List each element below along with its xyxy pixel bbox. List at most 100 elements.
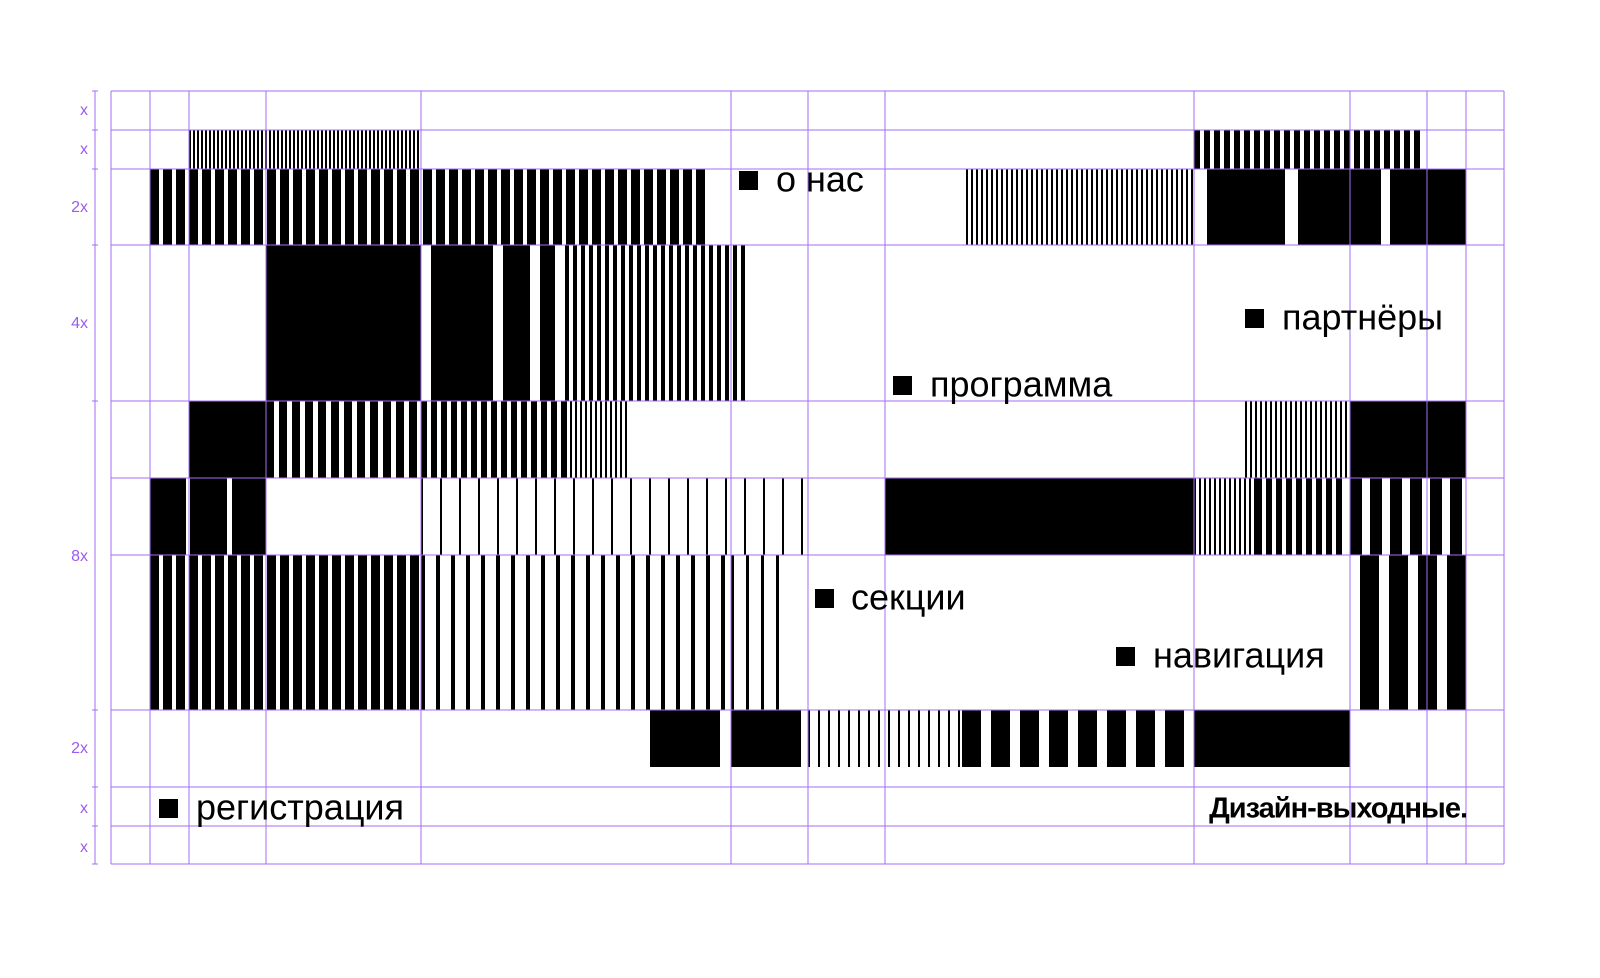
stripe [306, 555, 315, 710]
stripe [369, 130, 371, 169]
stripe [668, 478, 670, 555]
stripe [746, 555, 749, 710]
stripe [371, 555, 380, 710]
stripe [431, 401, 437, 478]
stripe [1404, 130, 1410, 169]
stripe [193, 130, 195, 169]
stripe [1384, 130, 1390, 169]
stripe [253, 130, 255, 169]
stripe [1344, 130, 1350, 169]
stripe [571, 555, 575, 710]
stripe [1016, 169, 1018, 245]
stripe [305, 130, 307, 169]
stripe [215, 555, 224, 710]
stripe [579, 169, 588, 245]
stripe [228, 169, 237, 245]
stripe [393, 130, 395, 169]
stripe [313, 130, 315, 169]
row-label: x [80, 800, 88, 817]
stripe [645, 245, 649, 401]
stripe [976, 169, 978, 245]
stripe [245, 130, 247, 169]
stripe [1204, 130, 1210, 169]
stripe [613, 245, 617, 401]
stripe [370, 401, 378, 478]
stripe [279, 401, 287, 478]
stripe [176, 555, 185, 710]
stripe [436, 169, 445, 245]
row-label: 8x [71, 548, 88, 565]
stripe [381, 130, 383, 169]
solid-block [189, 401, 266, 478]
stripe [150, 169, 159, 245]
stripe [541, 555, 545, 710]
stripe [384, 169, 393, 245]
stripe [269, 130, 271, 169]
stripe [888, 710, 890, 767]
stripe [1389, 555, 1408, 710]
stripe [573, 245, 577, 401]
stripe [625, 401, 627, 478]
stripe [1295, 401, 1297, 478]
stripe [1325, 401, 1327, 478]
stripe [848, 710, 850, 767]
stripe [461, 401, 467, 478]
stripe [319, 169, 328, 245]
stripe [586, 555, 590, 710]
stripe [551, 401, 557, 478]
stripe [305, 401, 313, 478]
stripe [573, 478, 575, 555]
stripe [1176, 169, 1178, 245]
stripe [1310, 401, 1312, 478]
nav-link[interactable]: о нас [776, 159, 864, 200]
stripe [1239, 478, 1241, 555]
stripe [958, 710, 960, 767]
stripe [421, 555, 425, 710]
stripe [600, 401, 602, 478]
stripe [616, 555, 620, 710]
stripe [466, 555, 470, 710]
stripe [878, 710, 880, 767]
stripe [273, 130, 275, 169]
stripe [1116, 169, 1118, 245]
stripe [383, 401, 391, 478]
solid-block [650, 710, 720, 767]
stripe [725, 245, 729, 401]
stripe [1296, 478, 1302, 555]
stripe [1254, 478, 1256, 555]
stripe [1166, 169, 1168, 245]
nav-link[interactable]: секции [851, 577, 966, 618]
stripe [349, 130, 351, 169]
stripe [221, 130, 223, 169]
nav-link[interactable]: партнёры [1282, 297, 1443, 338]
stripe [1224, 130, 1230, 169]
stripe [676, 555, 680, 710]
nav-link[interactable]: программа [930, 364, 1113, 405]
stripe [197, 130, 199, 169]
stripe [991, 169, 993, 245]
nav-link[interactable]: регистрация [196, 787, 404, 828]
stripe [630, 478, 632, 555]
solid-block [1194, 710, 1350, 767]
stripe [1256, 478, 1262, 555]
stripe [516, 478, 518, 555]
stripe [670, 169, 679, 245]
stripe [297, 130, 299, 169]
stripe [1330, 401, 1332, 478]
stripe [669, 245, 673, 401]
stripe [440, 478, 442, 555]
stripe [1051, 169, 1053, 245]
stripe [514, 169, 523, 245]
stripe [948, 710, 950, 767]
stripe [556, 555, 560, 710]
stripe [319, 555, 328, 710]
nav-link[interactable]: навигация [1153, 635, 1325, 676]
stripe [693, 245, 697, 401]
stripe [397, 169, 406, 245]
stripe [631, 169, 640, 245]
stripe [981, 169, 983, 245]
stripe [1275, 401, 1277, 478]
stripe [1390, 478, 1402, 555]
stripe [629, 245, 633, 401]
stripe [1324, 130, 1330, 169]
